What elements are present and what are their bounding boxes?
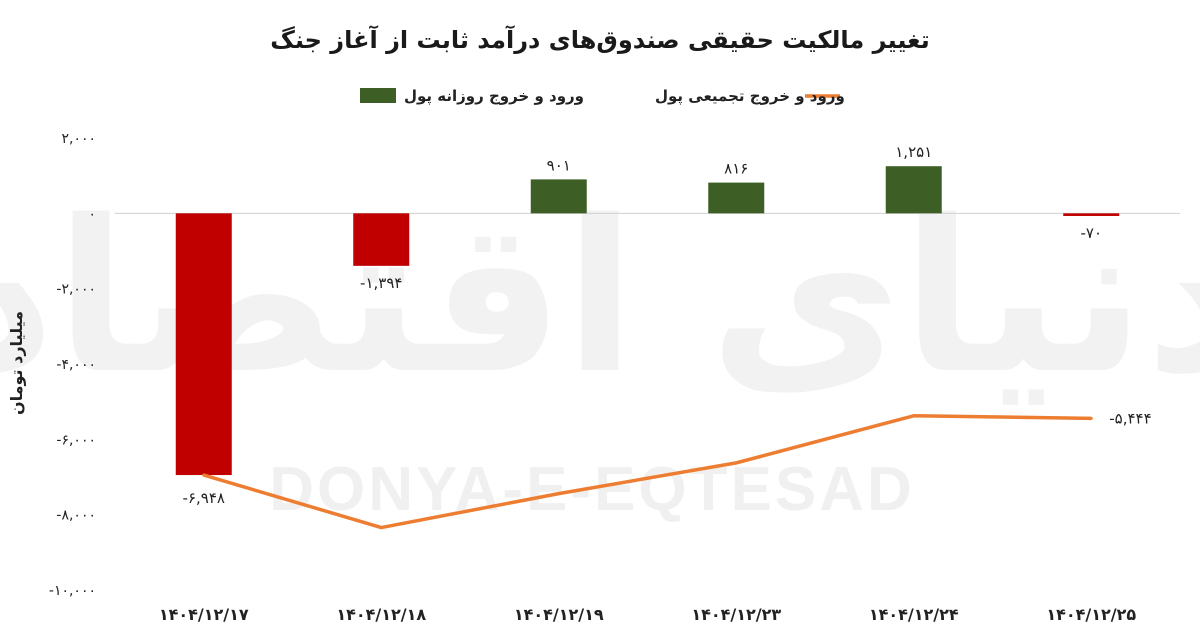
- y-tick-label: ۲,۰۰۰: [61, 131, 96, 147]
- bar: [175, 213, 232, 476]
- x-tick-label: ۱۴۰۴/۱۲/۲۵: [1046, 605, 1136, 624]
- legend: ورود و خروج تجمیعی پول ورود و خروج روزانه…: [360, 87, 845, 106]
- bar-series: -۱,۳۹۴ ۹۰۱ ۸۱۶ ۱,۲۵۱ -۷۰: [175, 143, 1120, 476]
- bar-data-label: ۸۱۶: [724, 160, 748, 178]
- legend-bar-swatch: [360, 88, 396, 103]
- cumulative-line: [203, 414, 1092, 530]
- bar: [708, 182, 765, 214]
- line-data-label: -۶,۹۴۸: [183, 489, 225, 507]
- y-tick-label: -۱۰,۰۰۰: [49, 583, 96, 599]
- x-axis: ۱۴۰۴/۱۲/۱۷ ۱۴۰۴/۱۲/۱۸ ۱۴۰۴/۱۲/۱۹ ۱۴۰۴/۱۲/۲۳…: [159, 605, 1137, 624]
- bar-data-label: ۹۰۱: [547, 156, 571, 174]
- line-point: [912, 414, 916, 418]
- chart-title: تغییر مالکیت حقیقی صندوق‌های درآمد ثابت …: [270, 25, 929, 54]
- bar: [530, 179, 587, 214]
- y-axis-label: میلیارد تومان: [7, 311, 26, 415]
- bar: [885, 166, 942, 214]
- line-point: [557, 492, 561, 496]
- bar: [1063, 213, 1120, 216]
- bar-data-label: ۱,۲۵۱: [895, 143, 932, 161]
- y-tick-label: -۲,۰۰۰: [56, 282, 96, 298]
- line-point: [1089, 416, 1093, 420]
- bar-data-label: -۷۰: [1080, 224, 1102, 242]
- x-tick-label: ۱۴۰۴/۱۲/۲۴: [869, 605, 959, 624]
- x-tick-label: ۱۴۰۴/۱۲/۱۷: [159, 605, 249, 624]
- line-point: [734, 461, 738, 465]
- y-tick-label: -۶,۰۰۰: [56, 432, 96, 448]
- x-tick-label: ۱۴۰۴/۱۲/۱۸: [336, 605, 426, 624]
- y-tick-label: ۰: [88, 206, 96, 222]
- bar-data-label: -۱,۳۹۴: [360, 274, 402, 292]
- y-axis: ۲,۰۰۰ ۰ -۲,۰۰۰ -۴,۰۰۰ -۶,۰۰۰ -۸,۰۰۰ -۱۰,۰۰۰: [49, 131, 96, 599]
- legend-bar-label: ورود و خروج روزانه پول: [404, 87, 584, 106]
- line-data-label: -۵,۴۴۴: [1109, 409, 1151, 427]
- y-tick-label: -۴,۰۰۰: [56, 357, 96, 373]
- bar: [353, 213, 410, 266]
- line-point: [202, 473, 206, 477]
- legend-line-label: ورود و خروج تجمیعی پول: [655, 87, 845, 106]
- y-tick-label: -۸,۰۰۰: [56, 508, 96, 524]
- x-tick-label: ۱۴۰۴/۱۲/۲۳: [691, 605, 781, 624]
- line-point: [379, 526, 383, 530]
- x-tick-label: ۱۴۰۴/۱۲/۱۹: [514, 605, 604, 624]
- line-series: -۶,۹۴۸ -۵,۴۴۴: [183, 409, 1152, 530]
